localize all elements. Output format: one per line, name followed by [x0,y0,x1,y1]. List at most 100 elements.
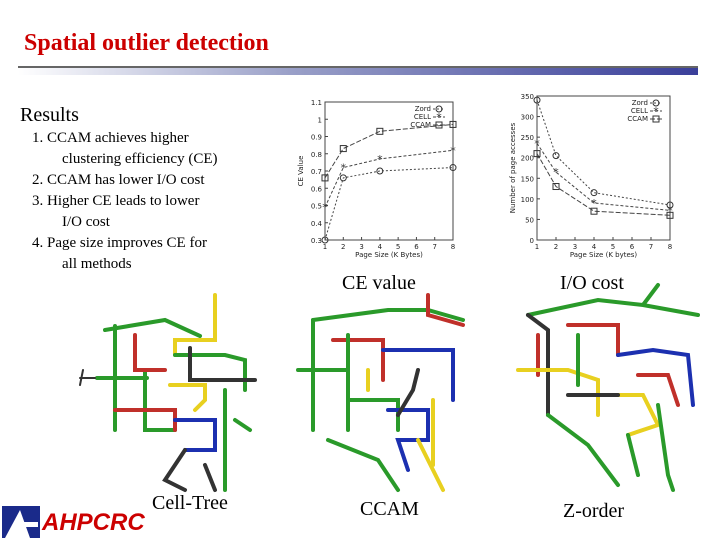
data-point [533,150,541,158]
y-tick-label: 300 [521,114,534,122]
y-tick-label: 1 [318,116,322,124]
y-tick-label: 0.3 [311,237,322,245]
y-axis-label: CE Value [297,156,305,187]
data-point: * [667,204,673,217]
data-point: * [591,197,597,210]
data-point [652,99,660,107]
result-continuation: all methods [62,256,132,272]
y-tick-label: 0.8 [311,151,322,159]
y-tick-label: 0.5 [311,203,322,211]
legend-label: CCAM [410,121,431,129]
data-point [590,189,598,197]
x-axis-label: Page Size (K Bytes) [355,251,423,259]
data-point [666,201,674,209]
data-point [666,211,674,219]
ahpcrc-logo: AHPCRC [2,506,145,538]
result-text: 3. Higher CE leads to lower [32,193,200,209]
title-rule-line [18,66,698,68]
series-line [324,167,454,241]
x-tick-label: 2 [341,243,345,251]
data-point [552,183,560,191]
data-point [533,96,541,104]
x-tick-label: 3 [359,243,363,251]
result-item: 1. CCAM achieves higher clustering effici… [32,128,272,170]
series-line [324,149,454,208]
x-tick-label: 5 [396,243,400,251]
x-tick-label: 1 [323,243,327,251]
result-item: 2. CCAM has lower I/O cost [32,170,272,191]
x-tick-label: 6 [414,243,419,251]
series-line [536,153,671,216]
z-order-map [516,283,700,492]
data-point [449,120,457,128]
data-point [552,152,560,160]
data-point: * [436,111,442,124]
io-cost-chart: 0 50 100 150 200 250 300 350 1 2 3 4 5 6 7 8 Page Size (… [492,88,682,266]
cell-tree-caption: Cell-Tree [152,492,228,514]
y-tick-label: 0.9 [311,134,322,142]
x-tick-label: 2 [554,243,558,251]
series-line [324,123,454,179]
y-tick-label: 100 [521,196,534,204]
legend-label: CELL [414,113,431,121]
result-text: 4. Page size improves CE for [32,235,207,251]
x-tick-label: 7 [649,243,653,251]
ccam-caption: CCAM [360,498,419,520]
x-tick-label: 4 [592,243,597,251]
ce-value-chart: 0.3 0.4 0.5 0.6 0.7 0.8 0.9 1 1.1 1 2 3 4 5 6 7 8 Page Si… [285,92,465,267]
legend-label: Zord [632,99,648,107]
ccam-map [296,293,465,492]
y-tick-label: 0.6 [311,185,323,193]
x-tick-label: 4 [378,243,383,251]
x-tick-label: 6 [630,243,635,251]
result-continuation: I/O cost [62,214,110,230]
y-tick-label: 0.7 [311,168,322,176]
ce-caption: CE value [342,272,416,294]
x-tick-label: 5 [611,243,615,251]
result-text: 2. CCAM has lower I/O cost [32,172,205,188]
y-tick-label: 50 [525,216,534,224]
y-tick-label: 0 [530,237,534,245]
data-point: * [653,105,659,118]
x-tick-label: 3 [573,243,577,251]
data-point: * [534,137,540,150]
data-point [449,164,457,172]
series-line [536,143,671,211]
legend-label: CELL [631,107,648,115]
y-tick-label: 0.4 [311,220,323,228]
legend-label: CCAM [627,115,648,123]
data-point [339,174,347,182]
data-point [376,127,384,135]
data-point [376,167,384,175]
legend-label: Zord [415,105,431,113]
data-point [321,174,329,182]
data-point: * [322,201,328,214]
result-item: 4. Page size improves CE for all methods [32,233,272,275]
result-text: 1. CCAM achieves higher [32,130,189,146]
y-tick-label: 250 [521,134,534,142]
data-point: * [450,144,456,157]
cell-tree-map [79,293,257,492]
data-point [321,236,329,244]
x-tick-label: 7 [432,243,436,251]
data-point: * [553,166,559,179]
title-rule [18,66,698,75]
x-tick-label: 8 [451,243,455,251]
io-caption: I/O cost [560,272,624,294]
result-continuation: clustering efficiency (CE) [62,151,218,167]
logo-text: AHPCRC [41,509,145,536]
y-axis-label: Number of page accesses [509,122,517,213]
y-tick-label: 350 [521,93,534,101]
results-list: 1. CCAM achieves higher clustering effici… [32,128,272,275]
results-heading: Results [20,104,79,126]
x-tick-label: 1 [535,243,539,251]
data-point: * [341,162,347,175]
series-line [536,99,671,206]
data-point [590,207,598,215]
y-tick-label: 200 [521,155,534,163]
data-point [652,115,660,123]
y-tick-label: 1.1 [311,99,322,107]
x-axis-label: Page Size (K bytes) [570,251,638,259]
y-tick-label: 150 [521,175,534,183]
result-item: 3. Higher CE leads to lower I/O cost [32,191,272,233]
